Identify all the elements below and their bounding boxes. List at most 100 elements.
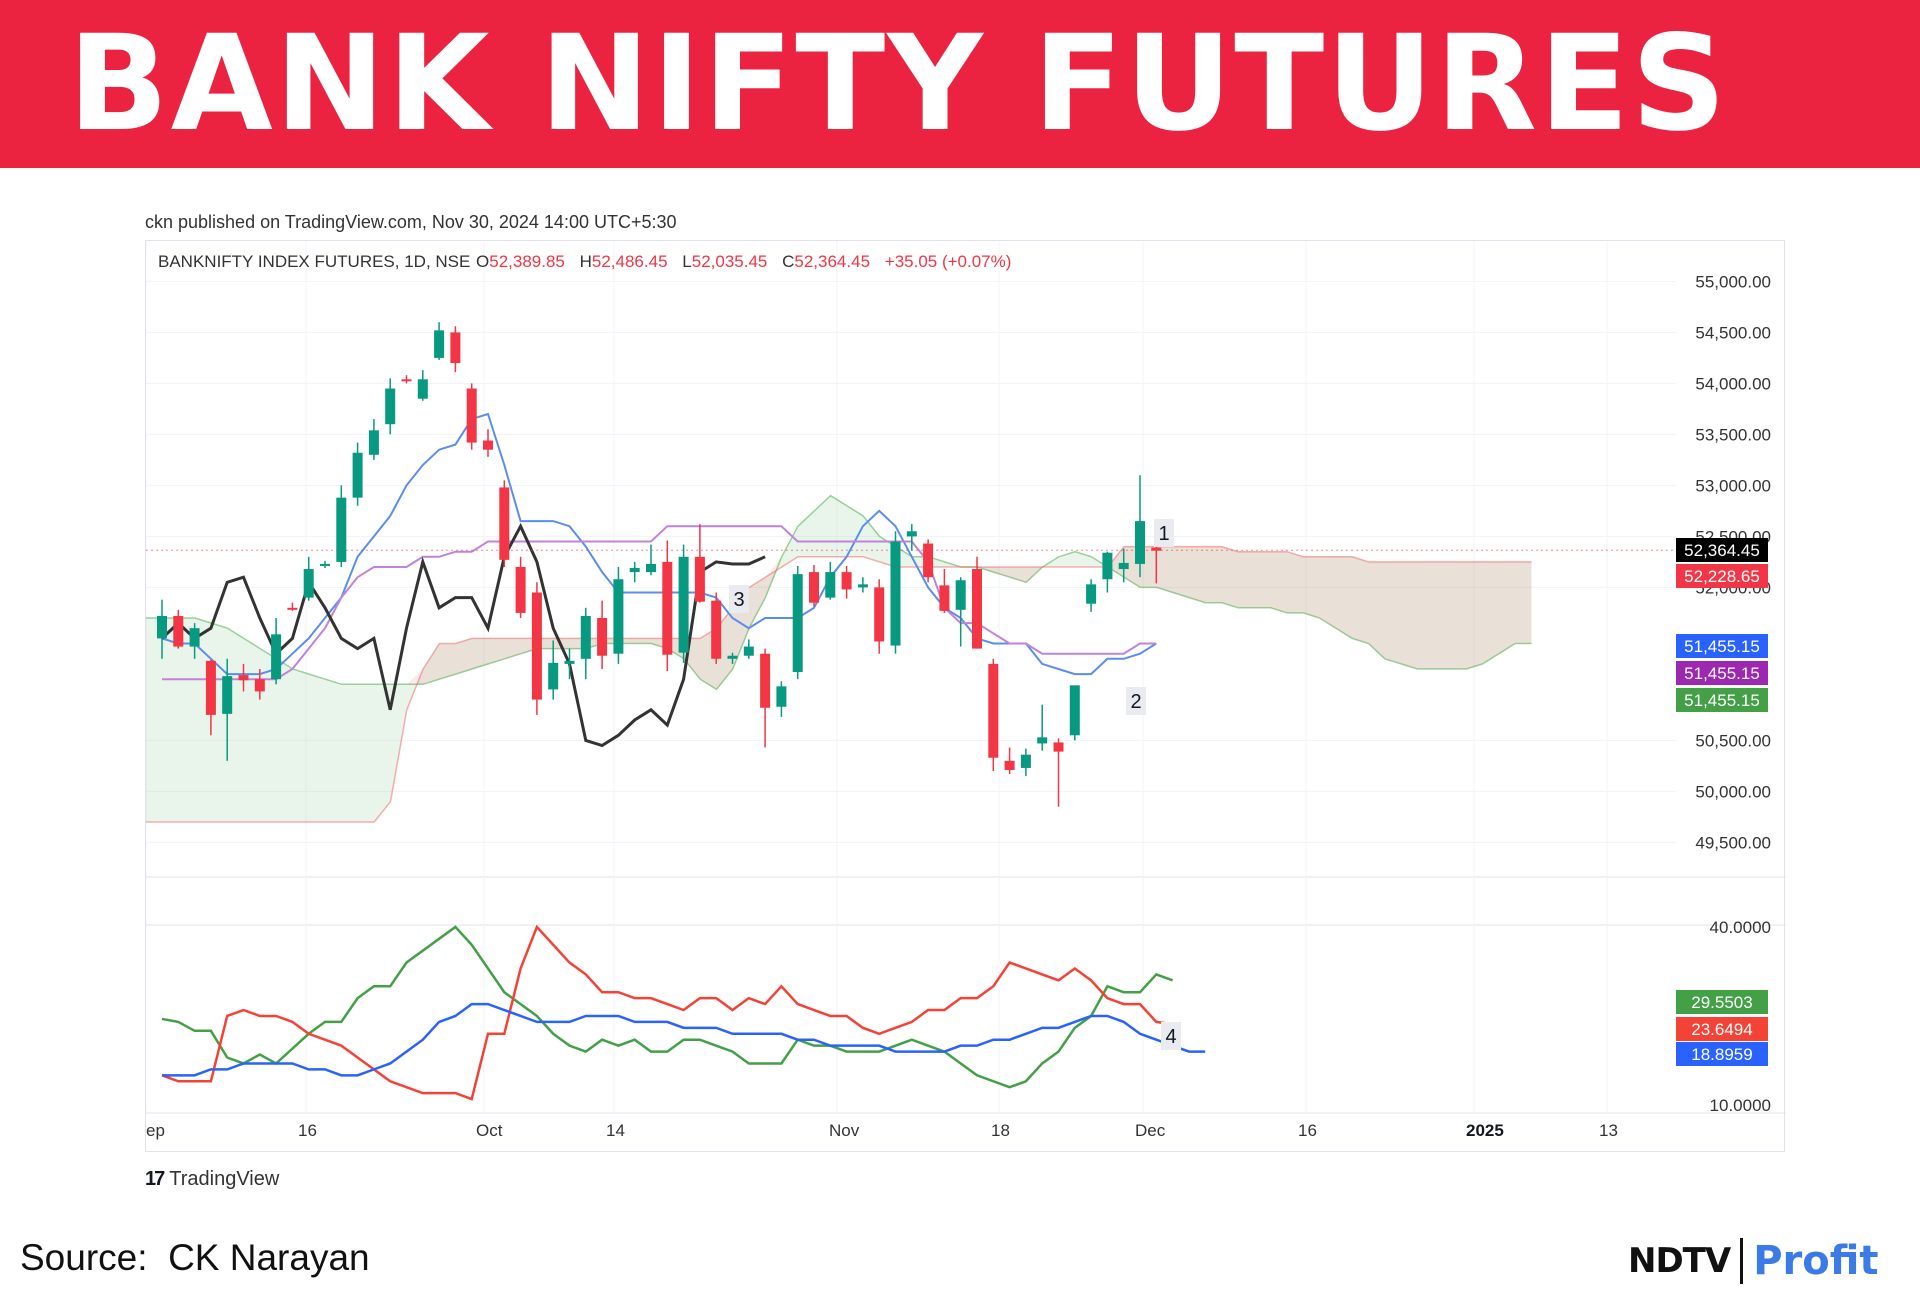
y-tick-label: 53,000.00 [1695, 476, 1771, 495]
y-tick-label: 53,500.00 [1695, 425, 1771, 444]
annotation-box [1154, 519, 1174, 547]
candle-down [874, 587, 885, 642]
annotation-box [1161, 1022, 1181, 1050]
x-tick-label: ep [146, 1121, 165, 1140]
legend-change: +35.05 (+0.07%) [885, 252, 1012, 271]
y-tick-label: 55,000.00 [1695, 272, 1771, 291]
candle-down [841, 572, 852, 590]
candle-up [303, 569, 314, 598]
banner: BANK NIFTY FUTURES [0, 0, 1920, 168]
candle-up [1020, 754, 1031, 768]
candle-up [352, 452, 363, 498]
price-label: 51,455.15 [1684, 637, 1760, 656]
published-note: ckn published on TradingView.com, Nov 30… [145, 212, 677, 232]
candle-up [271, 634, 282, 680]
base-line [162, 525, 1157, 681]
price-label-box [1676, 634, 1768, 658]
x-tick-label: Dec [1135, 1121, 1166, 1140]
candle-up [320, 563, 330, 566]
candle-up [564, 660, 575, 664]
adx-line [161, 924, 1173, 1101]
legend-c-label: C [782, 252, 794, 271]
senkou-b-line [146, 545, 1532, 823]
y-tick-label: 54,500.00 [1695, 323, 1771, 342]
candle-up [629, 568, 640, 573]
candle-down [939, 585, 950, 611]
x-tick-label: 14 [606, 1121, 625, 1140]
candle-up [368, 430, 379, 455]
annotation-label: 4 [1165, 1026, 1176, 1048]
candle-up [417, 379, 428, 399]
candle-down [1151, 547, 1162, 551]
candle-up [678, 556, 689, 653]
x-tick-label: 16 [298, 1121, 317, 1140]
annotation-label: 2 [1130, 691, 1141, 713]
candle-up [906, 531, 917, 537]
x-tick-label: 18 [991, 1121, 1010, 1140]
candle-down [238, 675, 249, 681]
price-label-box [1676, 564, 1768, 588]
grid [146, 241, 1786, 1114]
legend-symbol: BANKNIFTY INDEX FUTURES, 1D, NSE [158, 252, 470, 271]
x-tick-label: 13 [1599, 1121, 1618, 1140]
annotation-box [1126, 687, 1146, 715]
candle-up [1118, 562, 1129, 570]
chart-frame: ep 16 Oct 14 Nov 18 Dec 16 2025 13 55,000.00 54,500… [145, 240, 1786, 1152]
candle-down [287, 607, 298, 610]
osc-label: 18.8959 [1691, 1045, 1752, 1064]
candle-up [727, 655, 738, 659]
candle-up [548, 662, 559, 690]
candle-up [825, 572, 836, 598]
legend-c: 52,364.45 [794, 252, 870, 271]
legend-h: 52,486.45 [592, 252, 668, 271]
candle-down [662, 561, 673, 655]
candle-down [597, 618, 608, 656]
osc-y-tick-label: 10.0000 [1710, 1096, 1771, 1115]
annotation-label: 3 [733, 589, 744, 611]
candle-up [1069, 685, 1080, 736]
tradingview-mark-icon: 17 [145, 1168, 165, 1190]
x-tick-label: 2025 [1466, 1121, 1504, 1140]
cloud-fill-bearish [146, 495, 1532, 690]
ichimoku-cloud [146, 494, 1532, 823]
x-tick-label: Nov [829, 1121, 860, 1140]
tradingview-logo-text: TradingView [169, 1168, 280, 1190]
candle-down [988, 663, 999, 758]
ndtv-profit-logo: NDTV Profit [1628, 1233, 1878, 1289]
adx-pane [161, 924, 1206, 1101]
candle-up [157, 615, 167, 639]
candle-up [1102, 552, 1113, 580]
legend-o-label: O [476, 252, 489, 271]
osc-label-box [1676, 1042, 1768, 1066]
candle-up [792, 574, 803, 673]
candle-down [809, 572, 819, 603]
price-label: 52,228.65 [1684, 567, 1760, 586]
candle-down [972, 569, 982, 649]
candle-up [890, 541, 901, 646]
candle-down [401, 379, 412, 382]
price-label: 51,455.15 [1684, 664, 1760, 683]
x-tick-label: 16 [1298, 1121, 1317, 1140]
annotation-box [729, 585, 749, 613]
candle-down [923, 543, 934, 578]
x-tick-label: Oct [476, 1121, 503, 1140]
candle-down [515, 567, 526, 613]
ichimoku-lines [146, 412, 1676, 748]
legend-ohlc: O52,389.85 H52,486.45 L52,035.45 C52,364… [476, 252, 1011, 271]
price-label: 51,455.15 [1684, 691, 1760, 710]
legend-h-label: H [580, 252, 592, 271]
candle-up [385, 388, 396, 425]
candle-down [483, 440, 493, 450]
osc-label: 23.6494 [1691, 1020, 1752, 1039]
candle-up [613, 579, 624, 654]
candle-up [1037, 737, 1048, 744]
osc-label: 29.5503 [1691, 993, 1752, 1012]
candle-up [646, 563, 656, 573]
conversion-line [161, 412, 1157, 676]
adx-line [162, 1002, 1206, 1077]
candle-down [760, 653, 771, 708]
legend-l: 52,035.45 [692, 252, 768, 271]
candle-down [254, 679, 265, 692]
candle-down [531, 592, 542, 700]
candles [157, 322, 1162, 807]
